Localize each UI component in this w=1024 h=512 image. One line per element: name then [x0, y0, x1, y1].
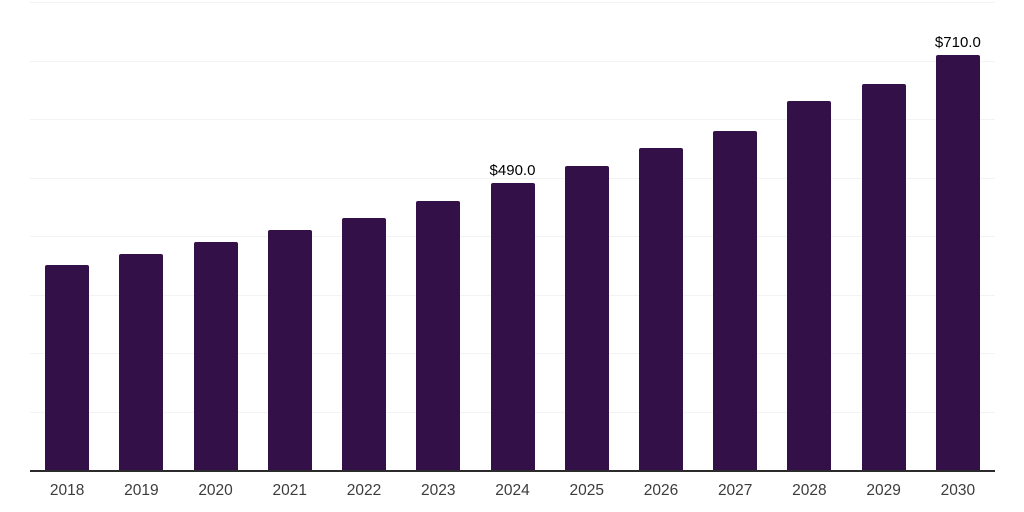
- x-tick-label-2028: 2028: [792, 482, 827, 499]
- bar-2022: [342, 218, 387, 470]
- plot-area: $490.0 $710.0: [30, 2, 995, 472]
- bar-2027: [713, 130, 758, 470]
- bar-2024: [490, 183, 535, 470]
- x-tick-label-2018: 2018: [49, 482, 85, 499]
- x-tick-label-2023: 2023: [421, 482, 456, 499]
- y-gridline-600: [30, 119, 995, 120]
- bar-2030: [935, 54, 980, 470]
- bar-2019: [119, 253, 164, 470]
- x-tick-label-2021: 2021: [272, 482, 308, 499]
- x-tick-label-2022: 2022: [346, 482, 382, 499]
- data-label-2024: $490.0: [489, 162, 536, 180]
- x-tick-label-2027: 2027: [717, 482, 753, 499]
- bar-2018: [45, 265, 90, 470]
- bar-2023: [416, 200, 461, 470]
- bar-2025: [564, 165, 609, 470]
- bar-2021: [267, 230, 312, 470]
- y-gridline-500: [30, 177, 995, 179]
- bar-2028: [787, 101, 832, 470]
- x-tick-label-2025: 2025: [569, 482, 604, 499]
- bar-2029: [861, 83, 906, 470]
- x-tick-label-2020: 2020: [198, 482, 233, 499]
- x-tick-label-2024: 2024: [495, 482, 530, 499]
- x-tick-label-2026: 2026: [643, 482, 679, 499]
- x-axis-line: [30, 470, 995, 472]
- bar-2020: [193, 241, 238, 470]
- bar-2026: [638, 148, 683, 470]
- x-tick-label-2019: 2019: [124, 482, 159, 499]
- data-label-2030: $710.0: [934, 33, 981, 51]
- y-gridline-700: [30, 60, 995, 62]
- y-gridline-800: [30, 2, 995, 3]
- x-tick-label-2030: 2030: [940, 482, 976, 499]
- x-axis-tick-labels: 2018 2019 2020 2021 2022 2023 2024 2025 2026 2027…: [30, 482, 995, 504]
- x-tick-label-2029: 2029: [866, 482, 901, 499]
